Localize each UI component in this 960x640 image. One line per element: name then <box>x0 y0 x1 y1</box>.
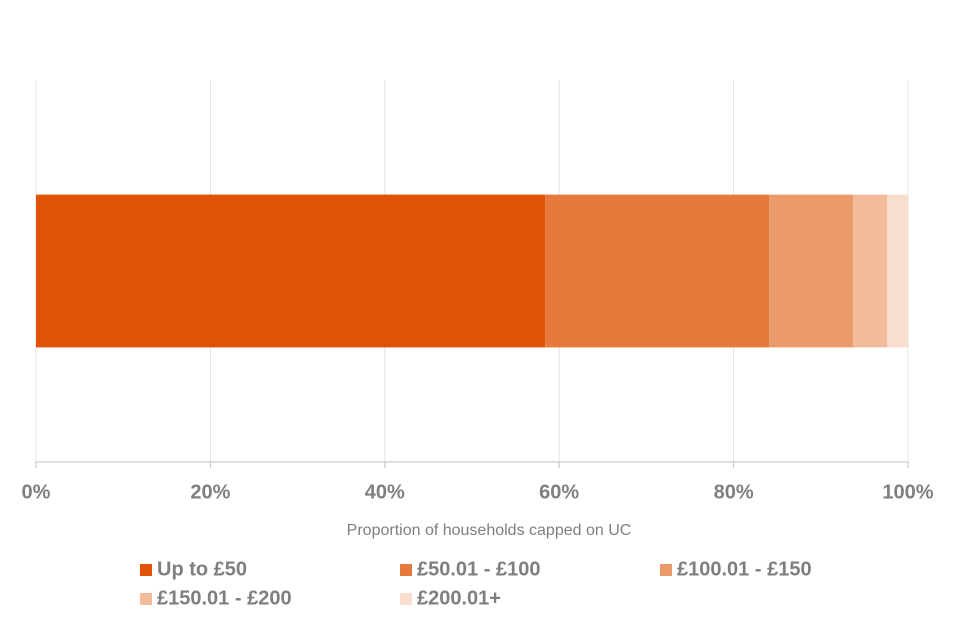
x-tick-label: 80% <box>714 481 754 503</box>
legend-swatch <box>400 593 412 605</box>
bar-segment <box>769 194 854 348</box>
legend-label: Up to £50 <box>157 558 247 580</box>
x-tick-label: 60% <box>539 481 579 503</box>
legend-swatch <box>660 564 672 576</box>
legend-label: £50.01 - £100 <box>417 558 540 580</box>
x-tick-label: 0% <box>22 481 51 503</box>
x-tick-label: 40% <box>365 481 405 503</box>
legend-label: £100.01 - £150 <box>677 558 812 580</box>
x-tick-label: 100% <box>882 481 933 503</box>
legend-swatch <box>140 564 152 576</box>
x-axis-title: Proportion of households capped on UC <box>347 522 632 539</box>
bar-segment <box>887 194 908 348</box>
legend-swatch <box>400 564 412 576</box>
legend-label: £150.01 - £200 <box>157 587 292 609</box>
bar-segment <box>36 194 546 348</box>
x-tick-label: 20% <box>190 481 230 503</box>
bar-segment <box>545 194 770 348</box>
legend-swatch <box>140 593 152 605</box>
legend-label: £200.01+ <box>417 587 501 609</box>
bar-segment <box>853 194 888 348</box>
